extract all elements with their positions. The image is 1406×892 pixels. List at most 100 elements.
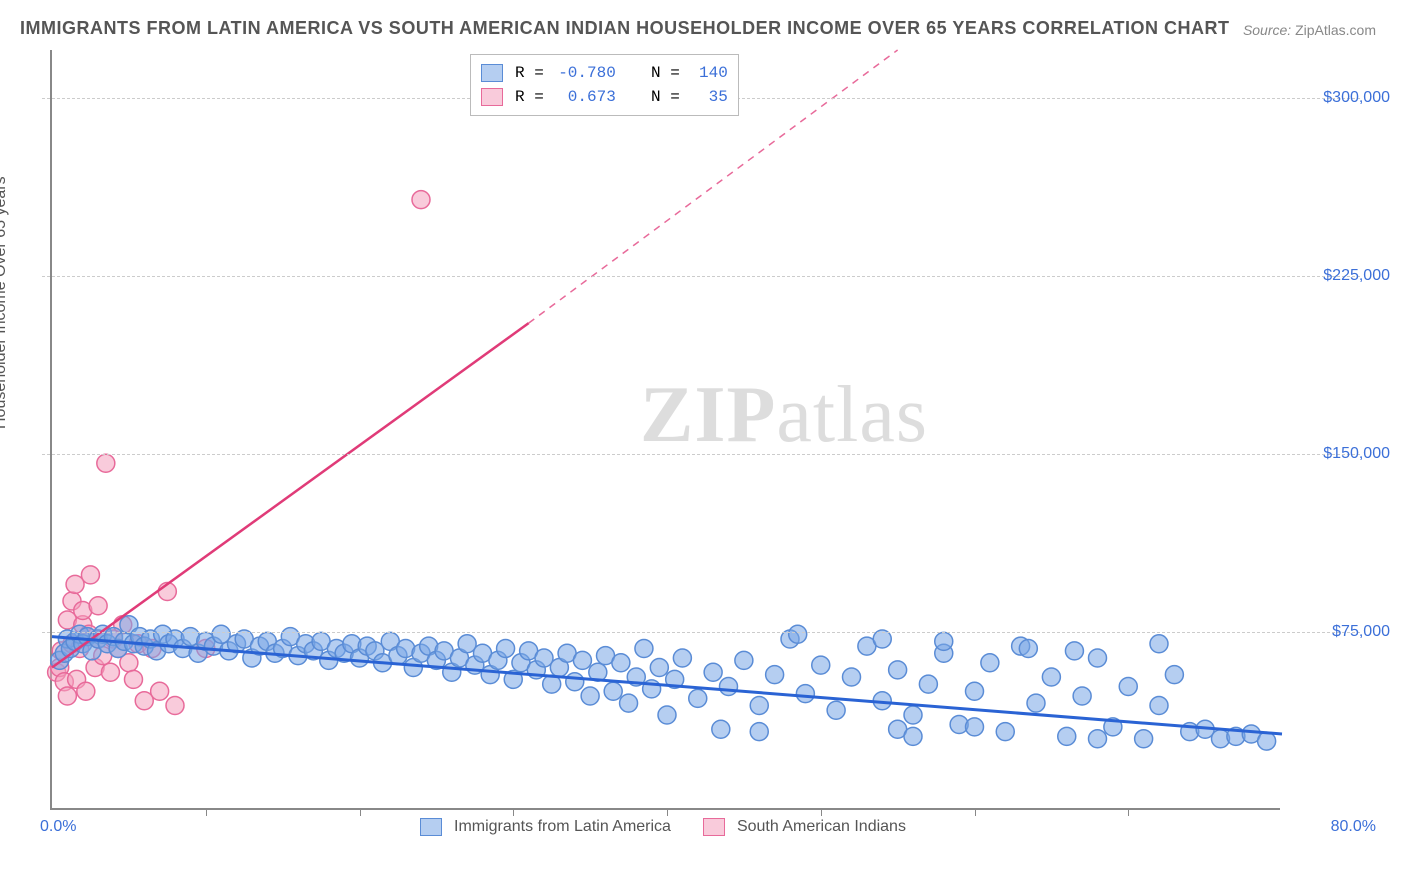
data-point bbox=[124, 670, 142, 688]
legend-label-sai: South American Indians bbox=[737, 818, 906, 836]
data-point bbox=[789, 625, 807, 643]
series-legend: Immigrants from Latin America South Amer… bbox=[420, 818, 906, 836]
data-point bbox=[1119, 678, 1137, 696]
data-point bbox=[101, 663, 119, 681]
legend-r-latin: -0.780 bbox=[552, 61, 616, 85]
data-point bbox=[843, 668, 861, 686]
swatch-sai bbox=[481, 88, 503, 106]
data-point bbox=[166, 697, 184, 715]
data-point bbox=[1089, 730, 1107, 748]
data-point bbox=[1073, 687, 1091, 705]
data-point bbox=[1027, 694, 1045, 712]
scatter-svg bbox=[52, 50, 1280, 808]
legend-item-sai: South American Indians bbox=[703, 818, 906, 836]
x-axis-max-label: 80.0% bbox=[1331, 818, 1376, 836]
source-value: ZipAtlas.com bbox=[1295, 22, 1376, 38]
data-point bbox=[935, 632, 953, 650]
legend-r-label: R = bbox=[515, 61, 544, 85]
y-axis-label: Householder Income Over 65 years bbox=[0, 176, 10, 429]
x-tick bbox=[975, 808, 976, 816]
data-point bbox=[1150, 697, 1168, 715]
legend-n-label: N = bbox=[651, 85, 680, 109]
trend-line bbox=[52, 323, 529, 667]
data-point bbox=[573, 651, 591, 669]
y-tick-label: $75,000 bbox=[1290, 623, 1390, 641]
y-tick-label: $225,000 bbox=[1290, 267, 1390, 285]
data-point bbox=[1019, 640, 1037, 658]
data-point bbox=[750, 723, 768, 741]
data-point bbox=[704, 663, 722, 681]
legend-label-latin: Immigrants from Latin America bbox=[454, 818, 671, 836]
x-tick bbox=[206, 808, 207, 816]
data-point bbox=[1135, 730, 1153, 748]
correlation-legend: R = -0.780 N = 140 R = 0.673 N = 35 bbox=[470, 54, 739, 116]
y-tick-label: $150,000 bbox=[1290, 445, 1390, 463]
data-point bbox=[1089, 649, 1107, 667]
data-point bbox=[81, 566, 99, 584]
data-point bbox=[750, 697, 768, 715]
data-point bbox=[712, 720, 730, 738]
data-point bbox=[966, 682, 984, 700]
x-tick bbox=[1128, 808, 1129, 816]
data-point bbox=[497, 640, 515, 658]
data-point bbox=[904, 706, 922, 724]
data-point bbox=[620, 694, 638, 712]
data-point bbox=[77, 682, 95, 700]
data-point bbox=[1058, 727, 1076, 745]
swatch-latin bbox=[420, 818, 442, 836]
data-point bbox=[58, 687, 76, 705]
data-point bbox=[689, 689, 707, 707]
gridline bbox=[42, 276, 1360, 277]
data-point bbox=[89, 597, 107, 615]
x-tick bbox=[360, 808, 361, 816]
x-tick bbox=[821, 808, 822, 816]
legend-n-latin: 140 bbox=[688, 61, 728, 85]
data-point bbox=[766, 666, 784, 684]
legend-r-sai: 0.673 bbox=[552, 85, 616, 109]
legend-row-latin: R = -0.780 N = 140 bbox=[481, 61, 728, 85]
data-point bbox=[658, 706, 676, 724]
data-point bbox=[673, 649, 691, 667]
data-point bbox=[1258, 732, 1276, 750]
data-point bbox=[1065, 642, 1083, 660]
data-point bbox=[1150, 635, 1168, 653]
data-point bbox=[1165, 666, 1183, 684]
data-point bbox=[604, 682, 622, 700]
legend-item-latin: Immigrants from Latin America bbox=[420, 818, 671, 836]
x-axis-min-label: 0.0% bbox=[40, 818, 76, 836]
data-point bbox=[812, 656, 830, 674]
legend-n-label: N = bbox=[651, 61, 680, 85]
data-point bbox=[827, 701, 845, 719]
gridline bbox=[42, 632, 1360, 633]
data-point bbox=[904, 727, 922, 745]
gridline bbox=[42, 454, 1360, 455]
data-point bbox=[97, 454, 115, 472]
data-point bbox=[981, 654, 999, 672]
data-point bbox=[1042, 668, 1060, 686]
swatch-sai bbox=[703, 818, 725, 836]
x-tick bbox=[513, 808, 514, 816]
data-point bbox=[412, 191, 430, 209]
y-tick-label: $300,000 bbox=[1290, 89, 1390, 107]
legend-r-label: R = bbox=[515, 85, 544, 109]
data-point bbox=[796, 685, 814, 703]
plot-area: $75,000$150,000$225,000$300,000 bbox=[50, 50, 1280, 810]
chart-title: IMMIGRANTS FROM LATIN AMERICA VS SOUTH A… bbox=[20, 18, 1230, 39]
data-point bbox=[735, 651, 753, 669]
source-label: Source: bbox=[1243, 22, 1291, 38]
data-point bbox=[650, 659, 668, 677]
data-point bbox=[566, 673, 584, 691]
data-point bbox=[151, 682, 169, 700]
x-tick bbox=[667, 808, 668, 816]
data-point bbox=[720, 678, 738, 696]
data-point bbox=[581, 687, 599, 705]
swatch-latin bbox=[481, 64, 503, 82]
data-point bbox=[612, 654, 630, 672]
legend-row-sai: R = 0.673 N = 35 bbox=[481, 85, 728, 109]
legend-n-sai: 35 bbox=[688, 85, 728, 109]
data-point bbox=[996, 723, 1014, 741]
data-point bbox=[966, 718, 984, 736]
data-point bbox=[919, 675, 937, 693]
data-point bbox=[889, 661, 907, 679]
data-point bbox=[635, 640, 653, 658]
